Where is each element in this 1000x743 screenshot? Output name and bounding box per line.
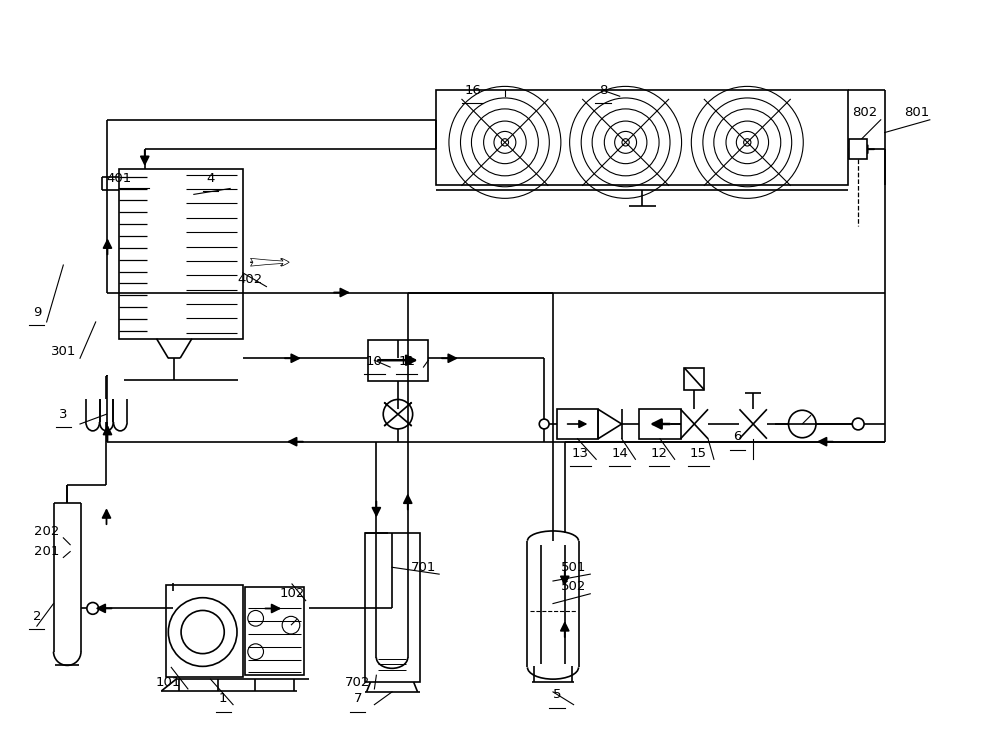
Text: 701: 701 <box>411 561 436 574</box>
Text: 8: 8 <box>599 84 607 97</box>
Bar <box>368 340 428 381</box>
Text: 101: 101 <box>156 675 181 689</box>
Text: 7: 7 <box>353 692 362 705</box>
Text: 402: 402 <box>237 273 262 286</box>
Circle shape <box>383 400 413 429</box>
Text: 301: 301 <box>51 345 76 358</box>
Bar <box>639 409 681 438</box>
Text: 16: 16 <box>464 84 481 97</box>
Circle shape <box>852 418 864 430</box>
Bar <box>849 140 867 159</box>
Text: 102: 102 <box>279 587 305 600</box>
Bar <box>436 91 848 184</box>
Text: 11: 11 <box>398 354 415 368</box>
Text: 6: 6 <box>733 430 742 444</box>
Polygon shape <box>598 409 622 438</box>
Text: 14: 14 <box>611 447 628 460</box>
Circle shape <box>168 597 237 666</box>
Text: 3: 3 <box>59 408 68 421</box>
Text: 13: 13 <box>572 447 589 460</box>
Circle shape <box>789 410 816 438</box>
Text: 801: 801 <box>904 106 930 120</box>
Circle shape <box>539 419 549 429</box>
Text: 501: 501 <box>561 561 586 574</box>
Text: 12: 12 <box>650 447 667 460</box>
Text: 2: 2 <box>33 610 41 623</box>
Text: 702: 702 <box>345 675 370 689</box>
Text: 1: 1 <box>219 692 228 705</box>
Text: 15: 15 <box>690 447 707 460</box>
Text: 802: 802 <box>852 106 878 120</box>
Text: 4: 4 <box>206 172 215 185</box>
Bar <box>684 368 704 389</box>
Text: 10: 10 <box>366 354 383 368</box>
Text: 201: 201 <box>34 545 59 558</box>
Text: 5: 5 <box>553 688 561 701</box>
Text: 202: 202 <box>34 525 59 539</box>
Text: 401: 401 <box>107 172 132 185</box>
Text: 502: 502 <box>561 580 586 594</box>
Bar <box>245 587 304 675</box>
Bar <box>365 533 420 682</box>
Bar <box>119 169 243 339</box>
Bar <box>557 409 598 438</box>
Text: 9: 9 <box>33 305 41 319</box>
Circle shape <box>87 603 99 614</box>
Bar <box>166 585 243 677</box>
